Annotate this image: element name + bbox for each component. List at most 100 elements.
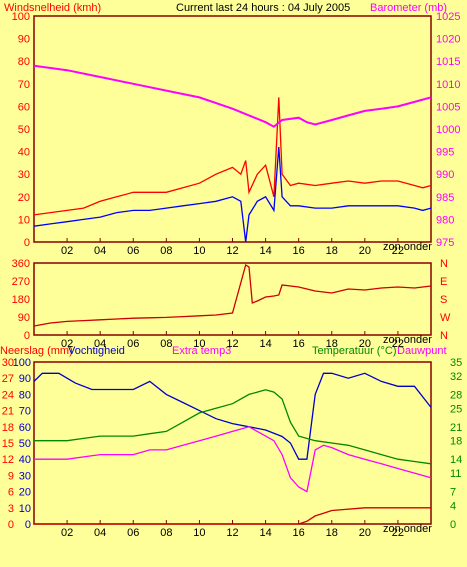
barometer-y-tick-label: 1010 xyxy=(436,79,460,91)
panel2-x-tick-label: 04 xyxy=(94,338,106,350)
direction-compass-label: N xyxy=(440,330,448,342)
panel2-x-tick-label: 06 xyxy=(127,338,139,350)
rain-y-tick-label: 3 xyxy=(8,503,14,515)
panel3-x-tick-label: 16 xyxy=(293,527,305,539)
panel2-x-tick-label: 20 xyxy=(359,338,371,350)
wind-speed-axis-title: Windsnelheid (kmh) xyxy=(4,2,101,14)
barometer-y-tick-label: 1015 xyxy=(436,56,460,68)
wind-y-tick-label: 70 xyxy=(18,79,30,91)
wind-speed-line xyxy=(33,147,432,243)
panel3-x-tick-label: 08 xyxy=(160,527,172,539)
panel3-sunset-label: zon onder xyxy=(383,523,432,535)
direction-y-tick-label: 180 xyxy=(12,294,30,306)
rain-y-tick-label: 21 xyxy=(2,406,14,418)
humidity-line xyxy=(33,372,432,460)
temperature-y-tick-label: 11 xyxy=(450,468,461,480)
panel1-x-tick-label: 08 xyxy=(160,245,172,257)
panel1-x-tick-label: 06 xyxy=(127,245,139,257)
panel1-x-tick-label: 18 xyxy=(326,245,338,257)
rain-line xyxy=(34,507,431,525)
humidity-y-tick-label: 50 xyxy=(19,438,31,450)
direction-compass-label: E xyxy=(440,276,447,288)
barometer-y-tick-label: 980 xyxy=(436,214,454,226)
wind-y-tick-label: 0 xyxy=(24,237,30,249)
humidity-y-tick-label: 100 xyxy=(13,357,31,369)
wind-y-tick-label: 50 xyxy=(18,124,30,136)
panel1-x-tick-label: 04 xyxy=(94,245,106,257)
temperature-y-tick-label: 28 xyxy=(450,389,462,401)
wind-y-tick-label: 10 xyxy=(18,214,30,226)
panel1-x-tick-label: 22 xyxy=(392,245,404,257)
rain-y-tick-label: 18 xyxy=(2,422,14,434)
direction-compass-label: N xyxy=(440,258,448,270)
humidity-y-tick-label: 60 xyxy=(19,422,31,434)
humidity-y-tick-label: 30 xyxy=(19,470,31,482)
panel3-x-tick-label: 06 xyxy=(127,527,139,539)
barometer-y-tick-label: 1020 xyxy=(436,34,460,46)
wind-y-tick-label: 90 xyxy=(18,34,30,46)
temperature-y-tick-label: 0 xyxy=(450,519,456,531)
rain-y-tick-label: 30 xyxy=(2,357,14,369)
panel2-x-tick-label: 18 xyxy=(326,338,338,350)
panel1-x-tick-label: 12 xyxy=(226,245,238,257)
humidity-y-tick-label: 10 xyxy=(19,503,31,515)
rain-y-tick-label: 27 xyxy=(2,373,14,385)
panel2-x-tick-label: 12 xyxy=(226,338,238,350)
temperature-y-tick-label: 35 xyxy=(450,357,462,369)
panel2-sunset-label: zon onder xyxy=(383,334,432,346)
barometer-line xyxy=(33,64,432,128)
wind-y-tick-label: 60 xyxy=(18,101,30,113)
panel1-x-tick-label: 10 xyxy=(193,245,205,257)
humidity-y-tick-label: 70 xyxy=(19,406,31,418)
rain-axis-title: Neerslag (mm) xyxy=(0,345,73,357)
panel3-x-tick-label: 10 xyxy=(193,527,205,539)
temperature-y-tick-label: 18 xyxy=(450,436,462,448)
panel2-x-tick-label: 14 xyxy=(259,338,271,350)
wind-y-tick-label: 80 xyxy=(18,56,30,68)
temperature-axis-title: Temperatuur (°C) xyxy=(312,345,396,357)
panel1-x-tick-label: 16 xyxy=(293,245,305,257)
panel3-x-tick-label: 02 xyxy=(61,527,73,539)
temperature-y-tick-label: 4 xyxy=(450,500,456,512)
panel3-x-tick-label: 20 xyxy=(359,527,371,539)
panel2-x-tick-label: 08 xyxy=(160,338,172,350)
panel-wind-barometer xyxy=(33,15,432,243)
panel3-x-tick-label: 14 xyxy=(259,527,271,539)
panel1-x-tick-label: 20 xyxy=(359,245,371,257)
panel2-x-tick-label: 16 xyxy=(293,338,305,350)
barometer-y-tick-label: 1000 xyxy=(436,124,460,136)
panel3-x-tick-label: 18 xyxy=(326,527,338,539)
temperature-y-tick-label: 21 xyxy=(450,422,462,434)
wind-y-tick-label: 20 xyxy=(18,192,30,204)
humidity-y-tick-label: 40 xyxy=(19,454,31,466)
chart-title: Current last 24 hours : 04 July 2005 xyxy=(176,2,350,14)
rain-y-tick-label: 15 xyxy=(2,438,14,450)
panel2-x-tick-label: 02 xyxy=(61,338,73,350)
wind-direction-line xyxy=(33,263,432,327)
temperature-y-tick-label: 25 xyxy=(450,403,462,415)
humidity-y-tick-label: 80 xyxy=(19,389,31,401)
wind-y-tick-label: 40 xyxy=(18,147,30,159)
barometer-y-tick-label: 985 xyxy=(436,192,454,204)
temperature-y-tick-label: 14 xyxy=(450,454,462,466)
extra-temp-title: Extra temp3 xyxy=(172,345,231,357)
rain-y-tick-label: 6 xyxy=(8,487,14,499)
humidity-y-tick-label: 90 xyxy=(19,373,31,385)
wind-y-tick-label: 30 xyxy=(18,169,30,181)
panel2-x-tick-label: 10 xyxy=(193,338,205,350)
humidity-y-tick-label: 20 xyxy=(19,487,31,499)
barometer-y-tick-label: 1025 xyxy=(436,11,460,23)
barometer-axis-title: Barometer (mb) xyxy=(370,2,447,14)
dewpoint-axis-title: Dauwpunt xyxy=(397,345,447,357)
direction-compass-label: S xyxy=(440,294,447,306)
temperature-y-tick-label: 7 xyxy=(450,487,456,499)
direction-y-tick-label: 270 xyxy=(12,276,30,288)
barometer-y-tick-label: 1005 xyxy=(436,101,460,113)
humidity-axis-title: Vochtigheid xyxy=(68,345,125,357)
barometer-y-tick-label: 990 xyxy=(436,169,454,181)
barometer-y-tick-label: 995 xyxy=(436,147,454,159)
panel3-x-tick-label: 12 xyxy=(226,527,238,539)
rain-y-tick-label: 12 xyxy=(2,454,14,466)
